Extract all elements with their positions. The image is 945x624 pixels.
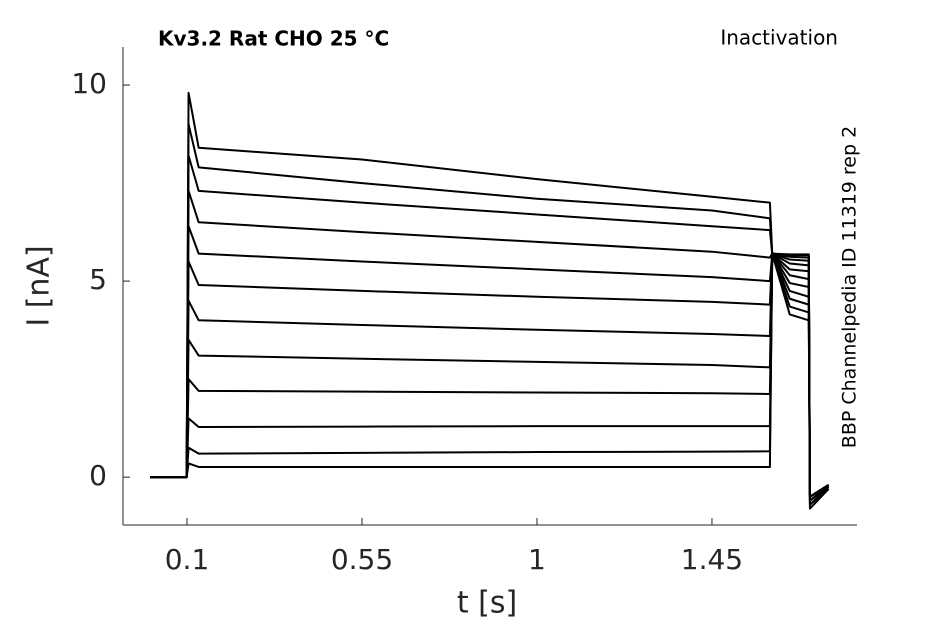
- x-tick-label: 0.55: [331, 543, 393, 576]
- x-tick-label: 1.45: [681, 543, 743, 576]
- x-tick-label: 0.1: [165, 543, 210, 576]
- trace: [150, 225, 830, 502]
- x-tick-label: 1: [528, 543, 546, 576]
- trace: [150, 252, 830, 498]
- side-label: BBP Channelpedia ID 11319 rep 2: [839, 126, 861, 448]
- y-axis-label: I [nA]: [22, 245, 57, 326]
- annotation: Inactivation: [720, 26, 838, 50]
- trace: [150, 252, 830, 498]
- trace: [150, 252, 830, 498]
- trace: [150, 91, 830, 510]
- y-tick-label: 5: [89, 263, 107, 296]
- trace: [150, 252, 830, 498]
- trace: [150, 123, 830, 506]
- trace: [150, 252, 830, 498]
- x-axis-label: t [s]: [457, 586, 517, 621]
- y-tick-label: 0: [89, 459, 107, 492]
- chart-title: Kv3.2 Rat CHO 25 °C: [158, 27, 389, 51]
- trace: [150, 252, 830, 498]
- y-tick-label: 10: [71, 67, 107, 100]
- trace: [150, 252, 830, 498]
